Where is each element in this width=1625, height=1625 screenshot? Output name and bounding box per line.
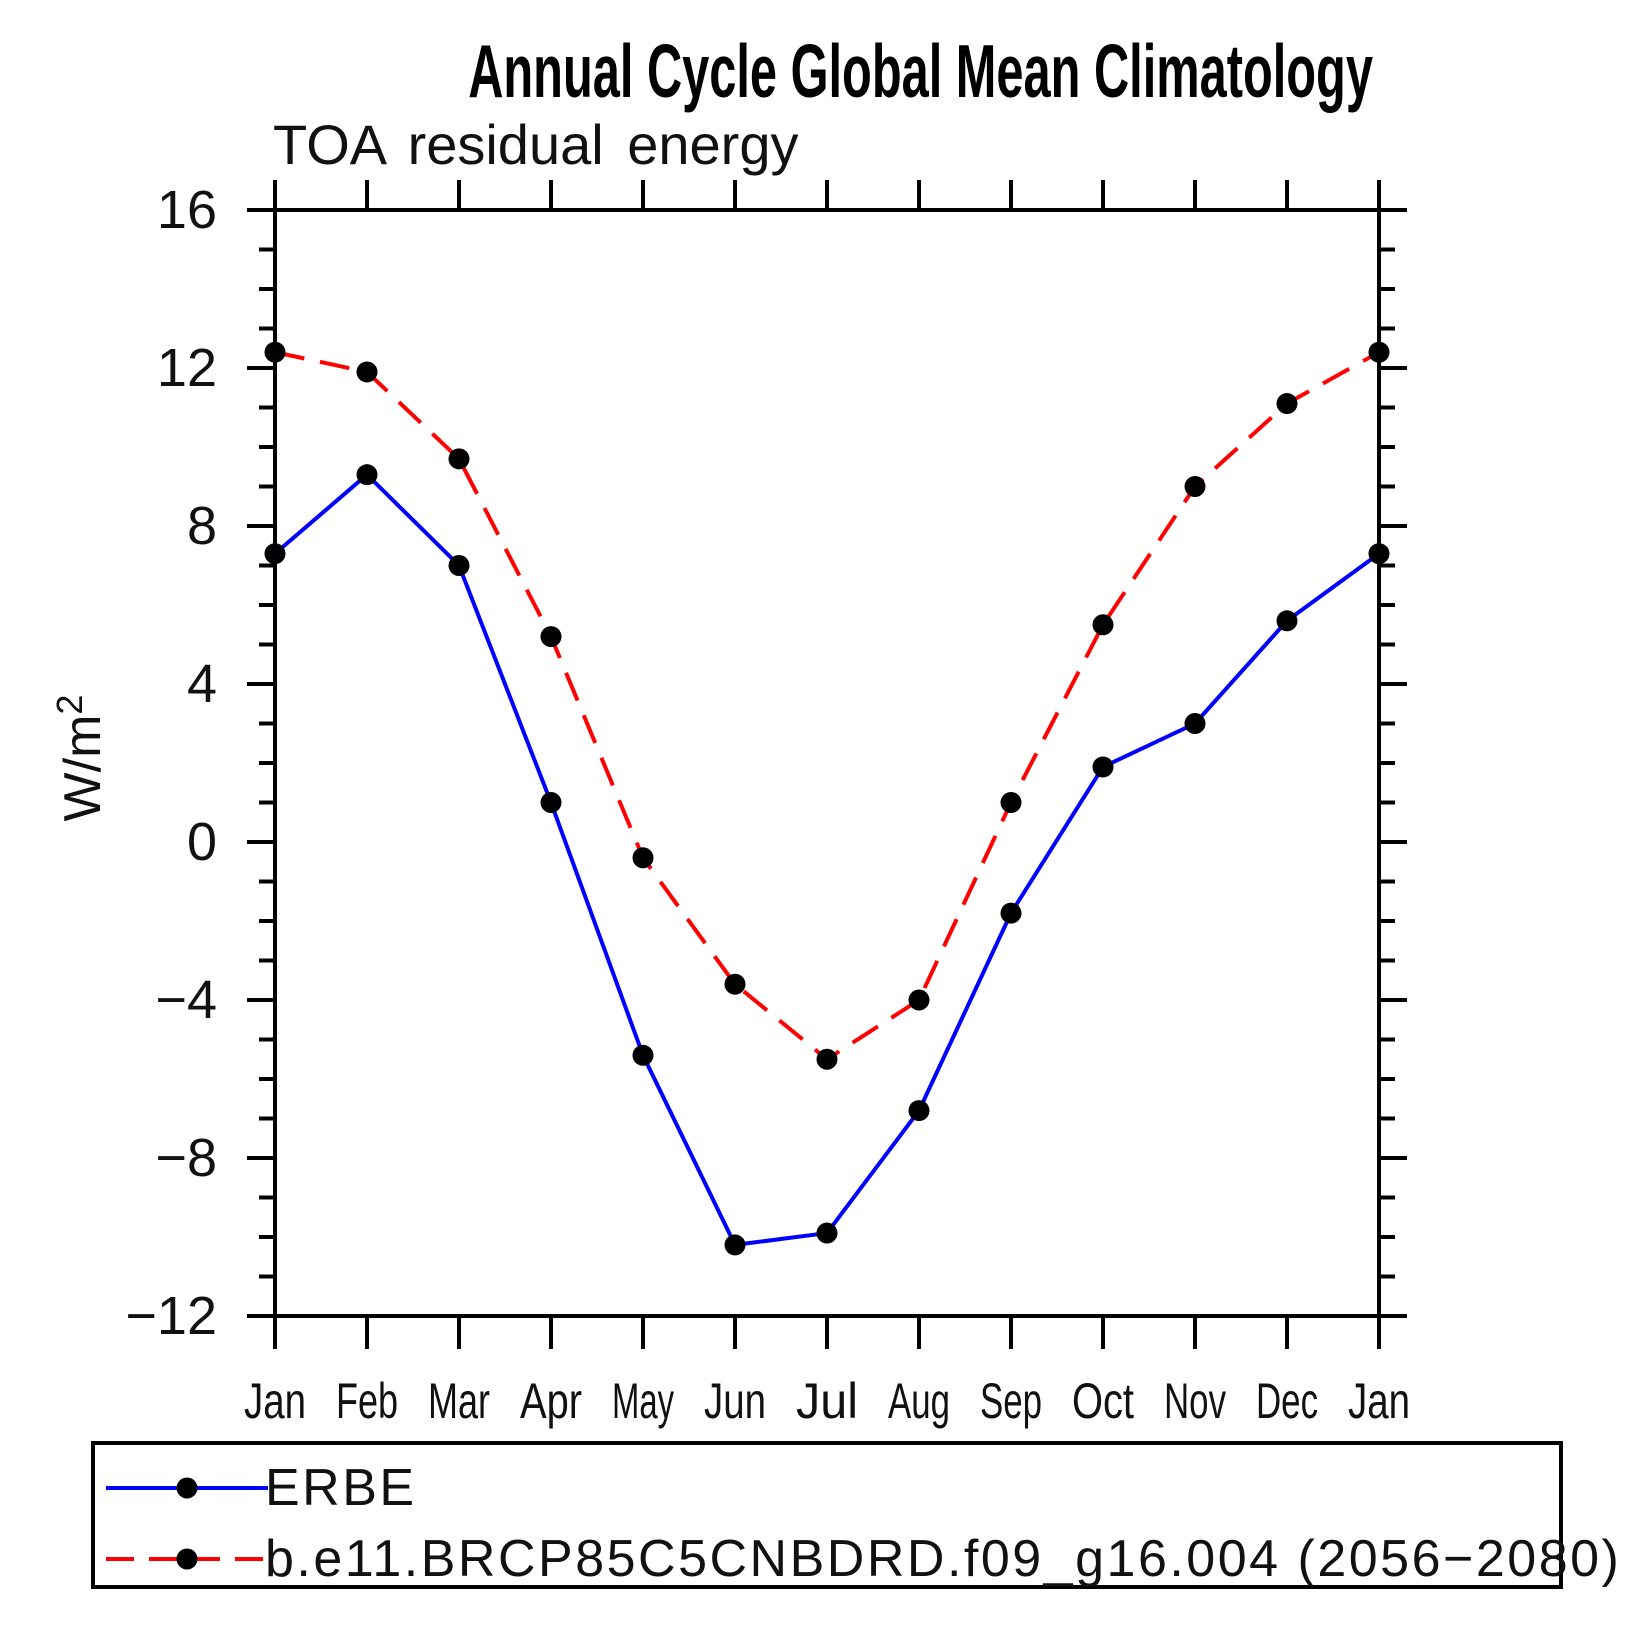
legend-sample-dashed-line — [106, 1548, 268, 1570]
x-tick-label: Jun — [704, 1373, 766, 1429]
data-point — [1368, 341, 1390, 363]
x-tick-label: Oct — [1072, 1373, 1134, 1429]
data-point — [448, 555, 470, 576]
data-point — [264, 543, 286, 565]
data-point — [724, 1234, 746, 1256]
legend-label-model: b.e11.BRCP85C5CNBDRD.f09_g16.004 (2056−2… — [265, 1530, 1622, 1588]
x-tick-label: Jul — [796, 1373, 858, 1429]
chart-subtitle: TOA residual energy — [273, 113, 799, 176]
legend: ERBE b.e11.BRCP85C5CNBDRD.f09_g16.004 (2… — [91, 1441, 1619, 1589]
legend-item-model: b.e11.BRCP85C5CNBDRD.f09_g16.004 (2056−2… — [95, 1529, 1619, 1589]
legend-marker-erbe — [176, 1477, 198, 1499]
data-point — [816, 1222, 838, 1244]
data-point — [1368, 543, 1390, 565]
x-tick-label: Nov — [1164, 1373, 1226, 1429]
series-erbe — [264, 464, 1390, 1256]
y-tick-label: 12 — [157, 338, 217, 398]
x-tick-label: May — [612, 1373, 674, 1429]
data-point — [1092, 614, 1114, 636]
data-point — [1184, 713, 1206, 734]
x-tick-label: Feb — [336, 1373, 398, 1429]
y-tick-label: −8 — [155, 1128, 217, 1188]
data-point — [356, 464, 378, 486]
data-point — [1276, 610, 1298, 632]
y-tick-label: 0 — [187, 812, 217, 872]
x-tick-label: Dec — [1256, 1373, 1318, 1429]
x-tick-label: Aug — [888, 1373, 950, 1429]
y-tick-label: −4 — [155, 970, 217, 1030]
data-point — [632, 1044, 654, 1066]
legend-item-erbe: ERBE — [95, 1458, 1559, 1518]
y-tick-label: 16 — [157, 180, 217, 240]
legend-sample-solid-line — [106, 1477, 268, 1499]
data-point — [264, 341, 286, 363]
legend-marker-model — [176, 1548, 198, 1570]
data-point — [632, 847, 654, 869]
x-tick-label: Mar — [428, 1373, 490, 1429]
data-point — [724, 973, 746, 995]
data-point — [1000, 902, 1022, 924]
tick-labels: 16 12 8 4 0 −4 −8 −12 Jan Feb Mar Apr May Jun Jul Aug Se… — [125, 180, 1410, 1429]
data-point — [540, 792, 562, 813]
x-tick-label: Jan — [244, 1373, 306, 1429]
data-point — [540, 626, 562, 648]
y-tick-label: −12 — [125, 1286, 217, 1346]
y-tick-label: 8 — [187, 496, 217, 556]
series-model — [264, 341, 1390, 1070]
data-point — [1184, 476, 1206, 497]
data-point — [1092, 756, 1114, 778]
y-tick-label: 4 — [187, 654, 217, 714]
axes — [247, 180, 1407, 1349]
data-point — [1276, 393, 1298, 415]
x-tick-label: Jan — [1348, 1373, 1410, 1429]
data-point — [448, 448, 470, 470]
x-tick-label: Sep — [980, 1373, 1042, 1429]
data-point — [816, 1048, 838, 1070]
x-tick-label: Apr — [520, 1373, 582, 1429]
data-point — [908, 989, 930, 1011]
data-point — [356, 361, 378, 383]
legend-label-erbe: ERBE — [265, 1459, 417, 1517]
data-point — [908, 1100, 930, 1122]
data-point — [1000, 792, 1022, 813]
